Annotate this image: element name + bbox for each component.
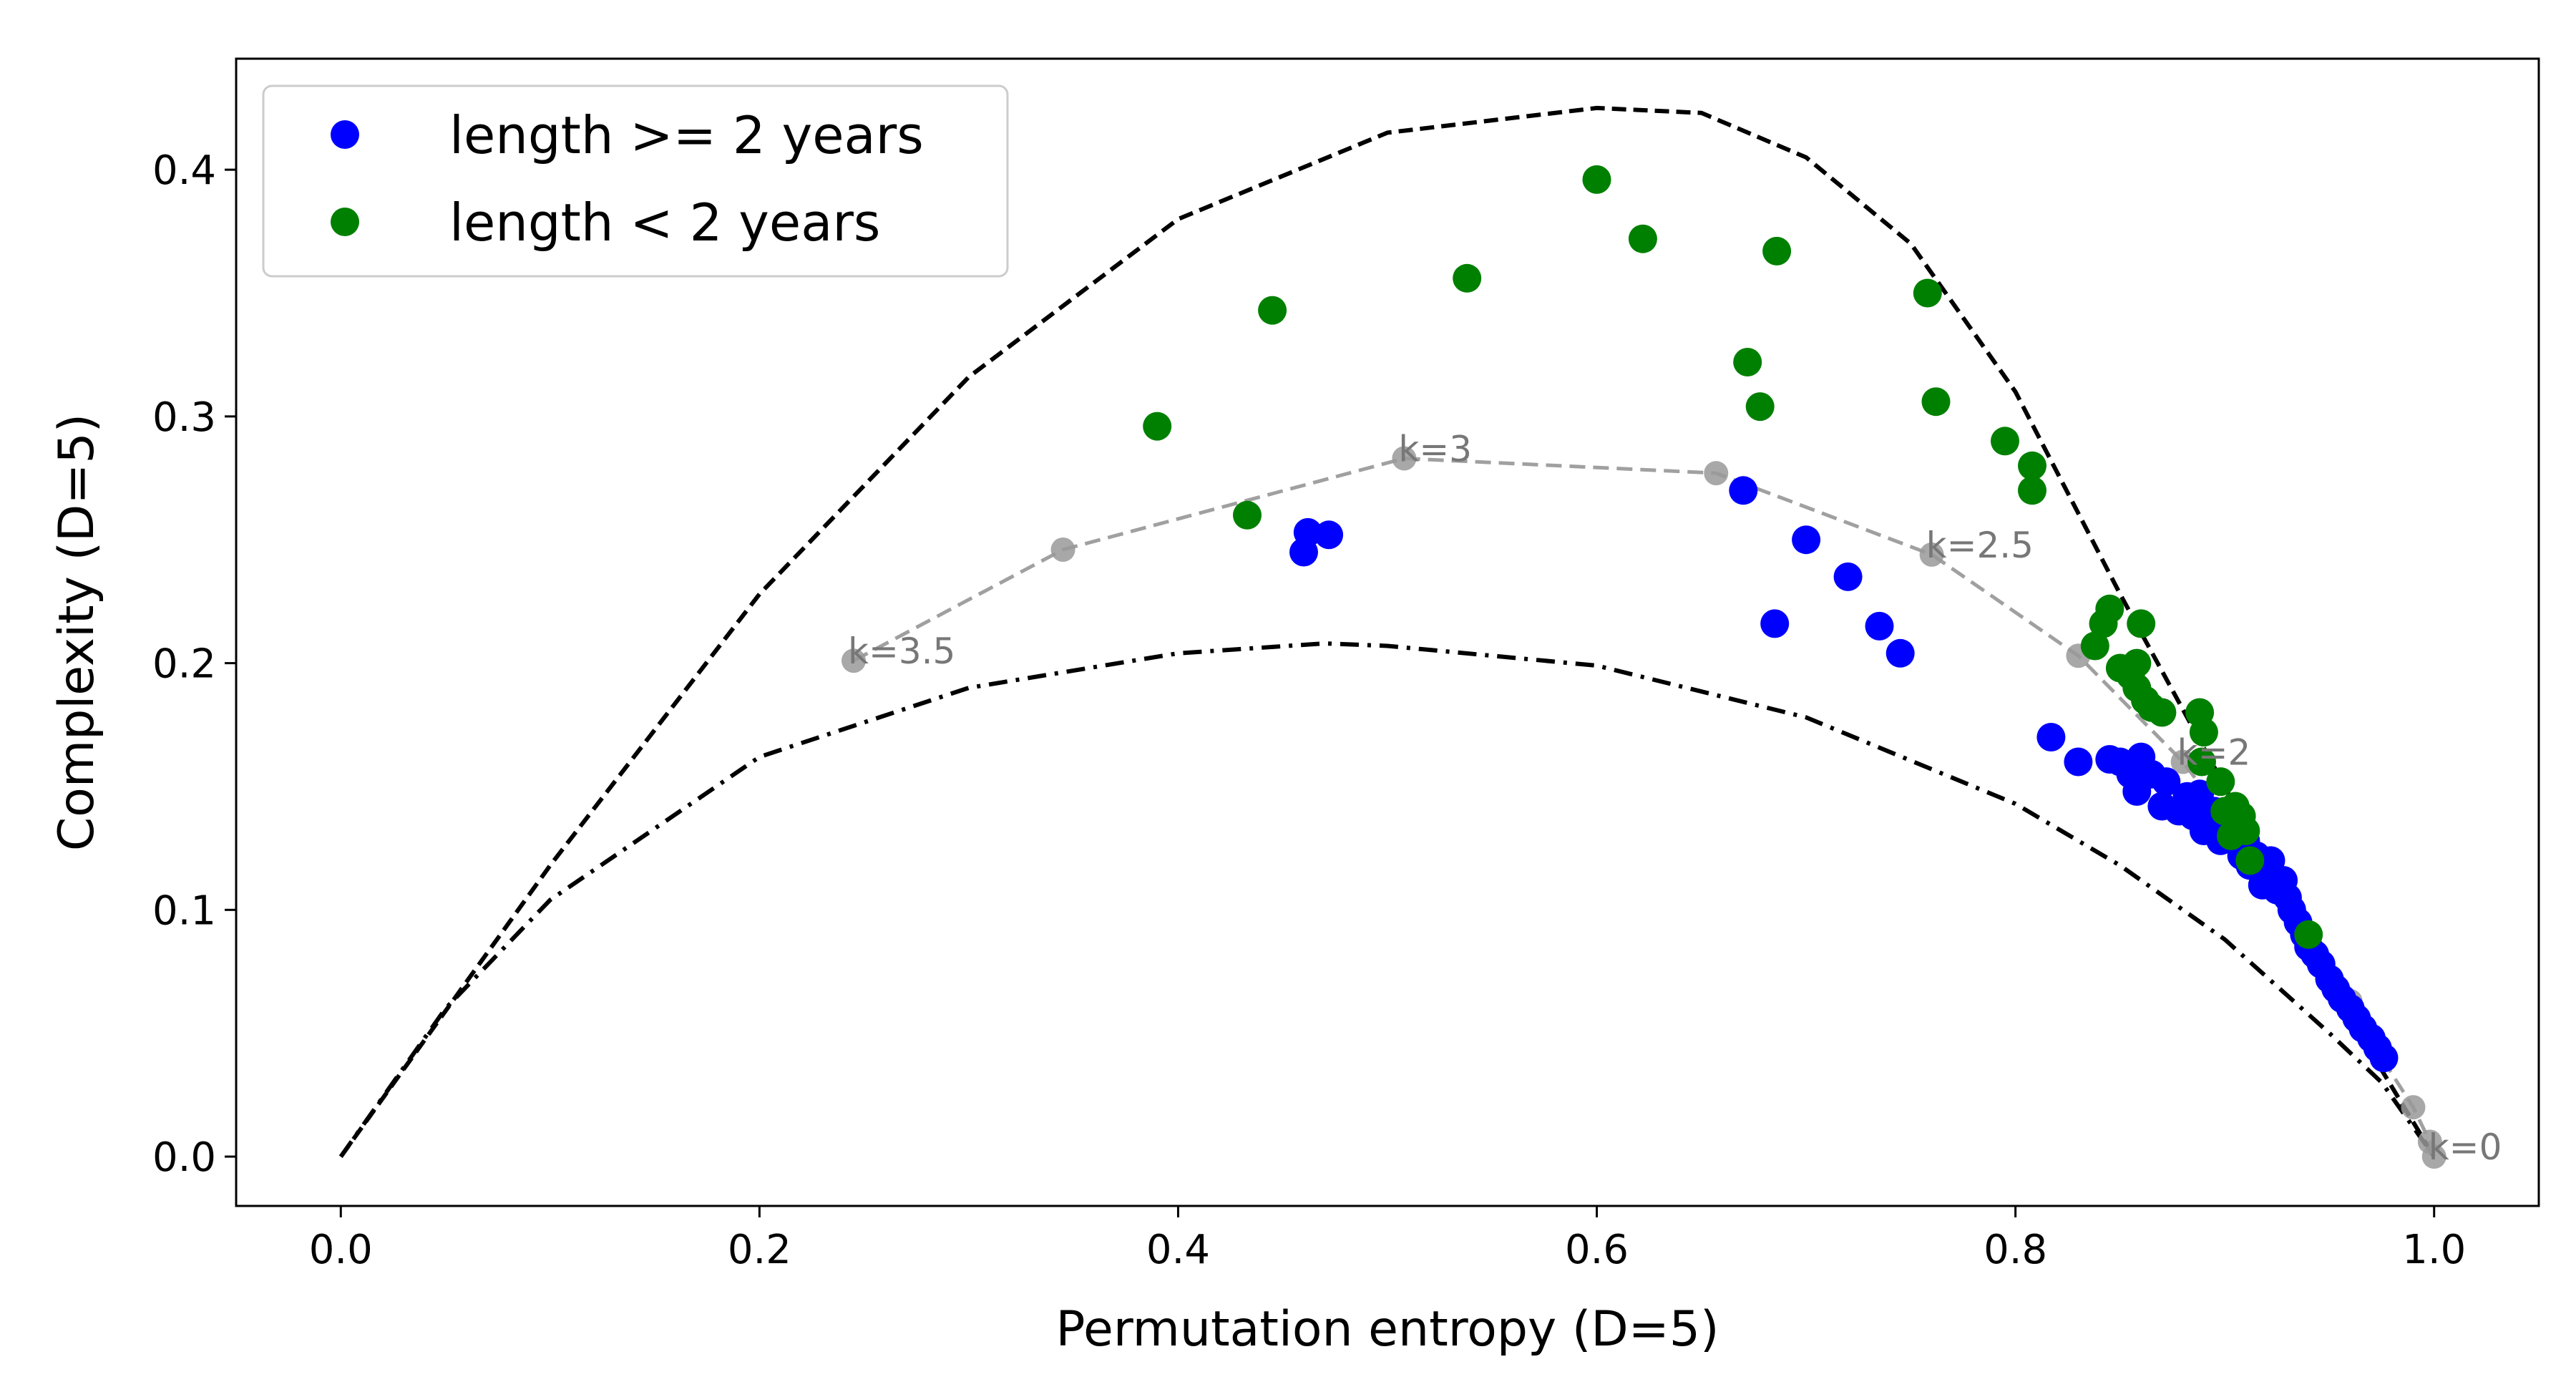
k-path-point [1919, 542, 1944, 567]
y-axis-label: Complexity (D=5) [49, 414, 105, 851]
point-short-series [2231, 817, 2260, 845]
x-tick-label: 0.4 [1146, 1227, 1210, 1273]
point-long-series [1885, 638, 1915, 668]
k-annotation: k=2 [2177, 731, 2251, 773]
k-path-point [1704, 461, 1729, 486]
k-annotation: k=0 [2429, 1126, 2502, 1168]
point-long-series [1833, 562, 1863, 591]
k-annotations: k=3.5 k=3 k=2.5 k=2 k=0 [848, 428, 2502, 1168]
y-tick-label: 0.1 [152, 887, 216, 934]
point-short-series [2018, 476, 2046, 505]
data-points [1143, 165, 2399, 1073]
point-short-series [1913, 278, 1942, 308]
point-short-series [2206, 767, 2235, 797]
y-tick-label: 0.0 [152, 1134, 216, 1181]
point-short-series [2189, 718, 2218, 747]
point-long-series [1792, 525, 1821, 555]
point-short-series [1921, 387, 1951, 417]
point-short-series [2235, 846, 2265, 875]
point-long-series [1760, 609, 1790, 638]
point-short-series [1453, 263, 1482, 293]
point-short-series [1258, 296, 1287, 325]
y-tick-label: 0.2 [152, 641, 216, 688]
k-path-point [841, 648, 867, 673]
point-short-series [2294, 920, 2323, 949]
legend-label: length >= 2 years [449, 105, 924, 165]
point-short-series [1233, 500, 1262, 530]
point-short-series [2018, 451, 2046, 480]
k-path-point [1050, 537, 1075, 563]
point-short-series [1628, 224, 1657, 253]
k-annotation: k=2.5 [1926, 525, 2034, 566]
legend-label: length < 2 years [449, 193, 880, 253]
point-short-series [2089, 609, 2118, 638]
point-short-series [1991, 427, 2019, 456]
point-long-series [1729, 476, 1758, 505]
legend-marker [331, 208, 359, 236]
point-long-series [1293, 517, 1322, 547]
point-short-series [2127, 609, 2156, 638]
legend-box [262, 84, 1009, 278]
point-long-series [1314, 520, 1344, 550]
point-long-series [2369, 1043, 2399, 1073]
point-short-series [1582, 165, 1611, 194]
x-axis-ticks: 0.0 0.2 0.4 0.6 0.8 1.0 [309, 1206, 2466, 1273]
x-tick-label: 0.8 [1984, 1227, 2047, 1273]
point-short-series [1143, 412, 1172, 441]
y-tick-label: 0.4 [152, 147, 216, 194]
k-annotation: k=3.5 [848, 631, 955, 672]
point-short-series [2147, 698, 2177, 727]
point-long-series [2152, 767, 2181, 797]
point-short-series [1745, 392, 1775, 422]
legend-marker [331, 120, 359, 149]
legend: length >= 2 years length < 2 years [262, 84, 1009, 278]
y-axis-ticks: 0.0 0.1 0.2 0.3 0.4 [152, 147, 236, 1181]
point-short-series [1762, 236, 1792, 266]
k-annotation: k=3 [1398, 428, 1472, 469]
y-tick-label: 0.3 [152, 394, 216, 441]
point-long-series [1865, 611, 1894, 641]
x-tick-label: 1.0 [2402, 1227, 2466, 1273]
k-path-point [1392, 446, 1417, 471]
point-short-series [2080, 631, 2109, 661]
x-tick-label: 0.0 [309, 1227, 373, 1273]
k-path-point [2401, 1095, 2426, 1120]
x-axis-label: Permutation entropy (D=5) [1055, 1301, 1719, 1358]
x-tick-label: 0.6 [1565, 1227, 1629, 1273]
point-short-series [2187, 747, 2216, 777]
point-long-series [2036, 723, 2066, 751]
plot-frame [235, 57, 2540, 1207]
k-path-point [2421, 1144, 2446, 1169]
point-short-series [1733, 348, 1762, 376]
point-long-series [2064, 747, 2093, 777]
x-tick-label: 0.2 [728, 1227, 791, 1273]
